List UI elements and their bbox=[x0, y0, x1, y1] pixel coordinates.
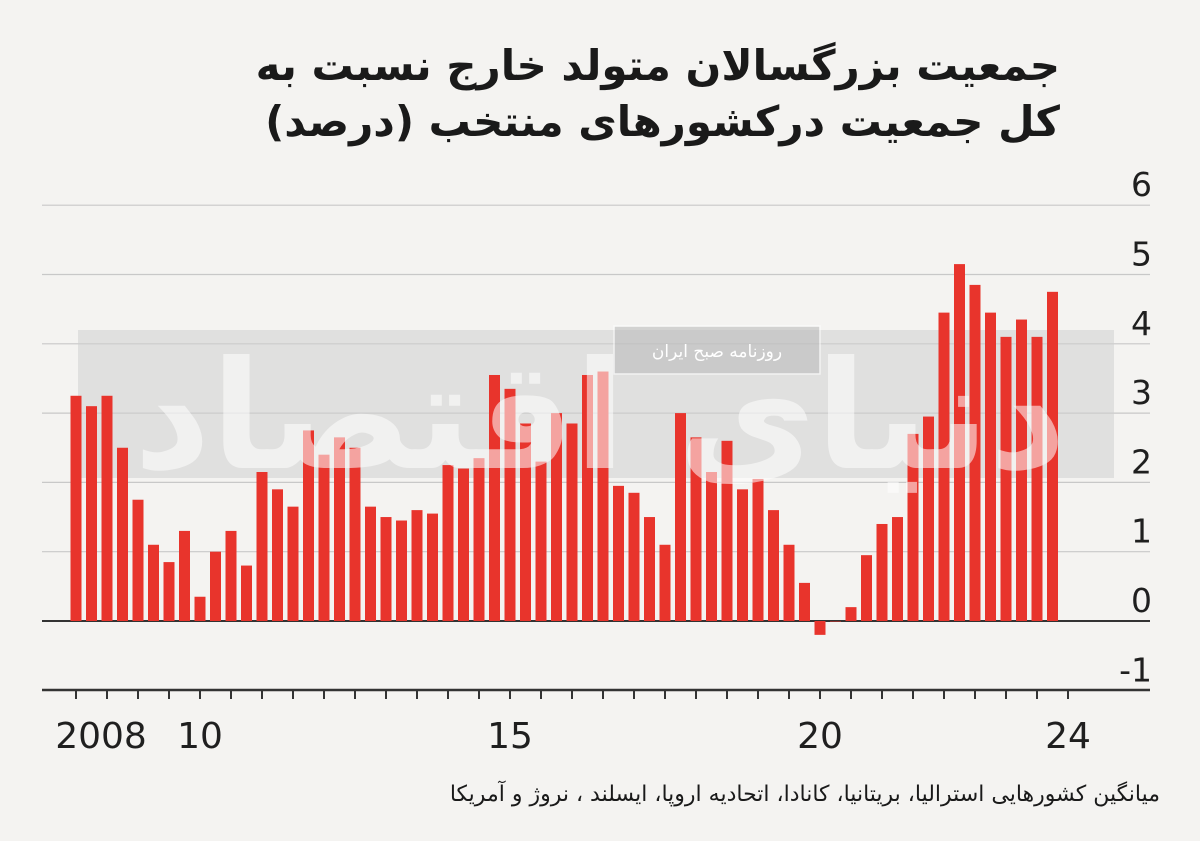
bar bbox=[783, 544, 795, 621]
watermark-source-label: روزنامه صبح ایران bbox=[652, 342, 782, 362]
bar bbox=[272, 489, 283, 621]
bar bbox=[551, 413, 562, 621]
chart-title: جمعیت بزرگسالان متولد خارج نسبت به کل جم… bbox=[60, 38, 1060, 150]
bar bbox=[380, 517, 392, 621]
y-tick-label: 5 bbox=[1131, 235, 1152, 274]
bar bbox=[814, 621, 826, 635]
bar bbox=[954, 264, 965, 621]
y-tick-labels: 6 5 4 3 2 1 0 -1 bbox=[1119, 165, 1152, 689]
bar bbox=[861, 555, 872, 621]
bar bbox=[489, 374, 500, 621]
bar bbox=[535, 461, 547, 621]
x-axis bbox=[42, 688, 1150, 699]
y-tick-label: 0 bbox=[1131, 581, 1152, 620]
bar bbox=[799, 582, 810, 621]
bar bbox=[334, 437, 345, 621]
bar bbox=[241, 565, 252, 621]
bar bbox=[737, 489, 748, 621]
chart-title-line-1: جمعیت بزرگسالان متولد خارج نسبت به bbox=[255, 41, 1060, 90]
x-tick-label: 20 bbox=[797, 716, 843, 757]
x-tick-label: 10 bbox=[177, 716, 223, 757]
bar bbox=[613, 485, 624, 621]
bar bbox=[458, 468, 469, 621]
y-tick-label: 1 bbox=[1131, 512, 1152, 551]
bar bbox=[1000, 336, 1012, 621]
bar bbox=[876, 523, 888, 621]
bar bbox=[923, 416, 934, 621]
x-tick-label: 2008 bbox=[55, 716, 147, 757]
y-tick-label: 2 bbox=[1131, 442, 1152, 481]
bar bbox=[1016, 319, 1027, 621]
footnote: میانگین کشورهایی استرالیا، بریتانیا، کان… bbox=[449, 782, 1160, 807]
bar bbox=[520, 423, 531, 621]
bar bbox=[768, 510, 779, 621]
watermark-source-box bbox=[613, 325, 821, 375]
bar bbox=[504, 388, 516, 621]
bar bbox=[117, 447, 128, 621]
bar bbox=[830, 621, 841, 622]
bar bbox=[365, 506, 376, 621]
bar bbox=[845, 607, 857, 621]
bar bbox=[225, 530, 237, 621]
bar bbox=[969, 284, 981, 621]
bar bbox=[101, 395, 113, 621]
bar bbox=[985, 312, 996, 621]
watermark-logo: دنیای اقتصاد bbox=[134, 330, 1067, 504]
bar bbox=[1047, 291, 1058, 621]
bar bbox=[70, 395, 82, 621]
bar bbox=[303, 430, 314, 621]
bar bbox=[163, 562, 175, 621]
y-tick-label: 3 bbox=[1131, 373, 1152, 412]
y-tick-label: -1 bbox=[1119, 650, 1152, 689]
bar bbox=[349, 447, 361, 621]
bar bbox=[148, 544, 159, 621]
bar bbox=[675, 413, 686, 621]
bar bbox=[566, 423, 578, 621]
bar bbox=[194, 596, 206, 621]
bar bbox=[706, 472, 717, 621]
bar bbox=[690, 437, 702, 621]
y-tick-label: 4 bbox=[1131, 304, 1152, 343]
y-tick-label: 6 bbox=[1131, 165, 1152, 204]
bar bbox=[442, 465, 454, 621]
bar bbox=[628, 492, 640, 621]
bar bbox=[473, 458, 485, 621]
bar bbox=[411, 510, 423, 621]
bar bbox=[179, 530, 190, 621]
bar bbox=[892, 517, 903, 621]
bar bbox=[287, 506, 299, 621]
bar bbox=[644, 517, 655, 621]
bar bbox=[907, 433, 919, 621]
chart-title-line-2: کل جمعیت درکشورهای منتخب (درصد) bbox=[265, 97, 1060, 146]
bar bbox=[752, 478, 764, 621]
bar bbox=[721, 440, 733, 621]
x-tick-label: 24 bbox=[1045, 716, 1091, 757]
bar bbox=[582, 374, 593, 621]
x-tick-label: 15 bbox=[487, 716, 533, 757]
bar bbox=[256, 472, 268, 621]
bar bbox=[938, 312, 950, 621]
bar bbox=[396, 520, 407, 621]
bar bbox=[318, 454, 330, 621]
bar bbox=[1031, 336, 1043, 621]
bar bbox=[597, 371, 609, 621]
x-tick-labels: 2008 10 15 20 24 bbox=[55, 716, 1091, 757]
bar bbox=[210, 551, 221, 621]
bar bbox=[132, 499, 144, 621]
bar bbox=[659, 544, 671, 621]
bar bbox=[427, 513, 438, 621]
bar bbox=[86, 406, 97, 621]
bars bbox=[70, 264, 1058, 635]
